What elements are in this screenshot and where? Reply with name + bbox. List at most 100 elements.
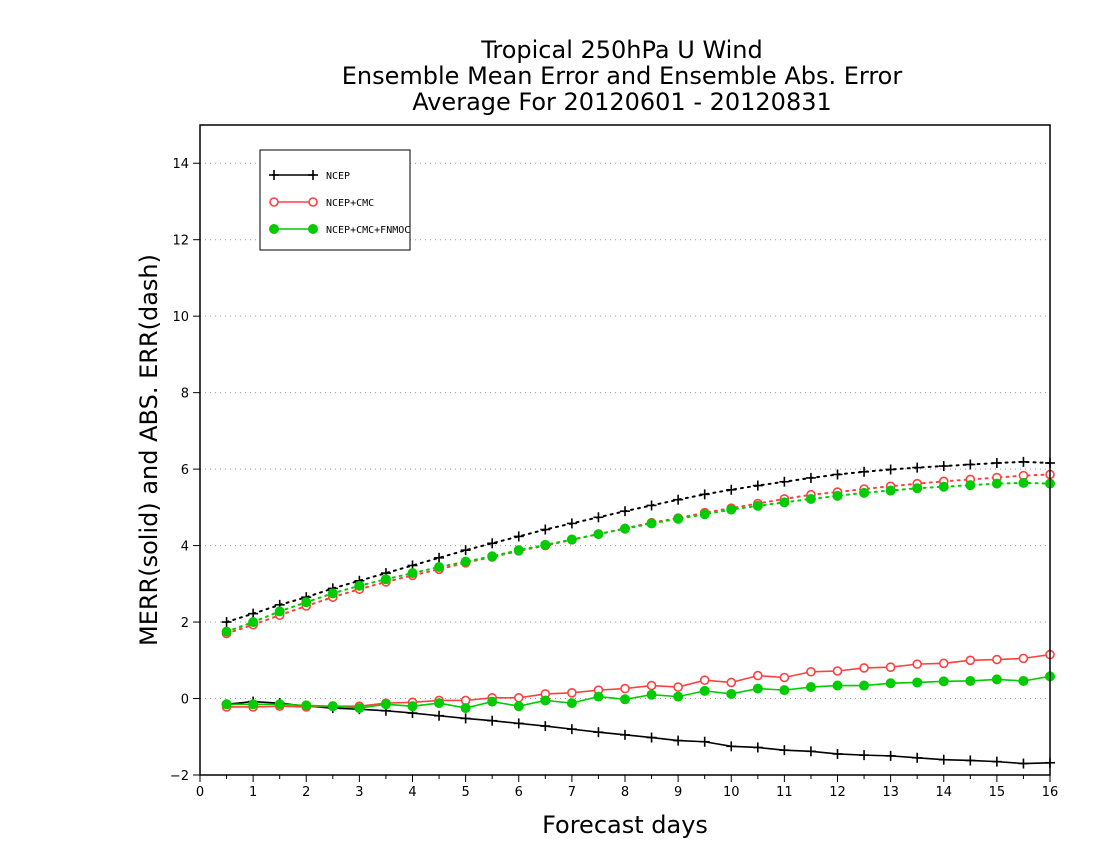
legend-label: NCEP <box>326 171 350 182</box>
abs-error-point <box>248 617 259 628</box>
abs-error-point <box>248 608 259 619</box>
abs-error-point <box>221 617 232 628</box>
mean-error-point <box>274 699 285 710</box>
abs-error-line <box>225 481 1051 633</box>
y-tick-label: 2 <box>181 616 189 631</box>
mean-error-line <box>226 700 1051 765</box>
mean-error-point <box>354 703 365 714</box>
abs-error-point <box>805 472 816 483</box>
mean-error-point <box>885 750 896 761</box>
mean-error-point <box>540 695 551 706</box>
mean-error-point <box>566 724 577 735</box>
x-tick-label: 3 <box>355 785 363 800</box>
abs-error-point <box>991 458 1002 468</box>
abs-error-point <box>832 469 843 480</box>
mean-error-point <box>726 688 737 699</box>
legend-marker <box>269 197 279 207</box>
abs-error-point <box>513 545 524 556</box>
abs-error-point <box>885 485 896 496</box>
abs-error-point <box>965 480 976 491</box>
mean-error-point <box>779 745 790 756</box>
abs-error-point <box>646 500 657 511</box>
abs-error-point <box>540 539 551 550</box>
legend-item: NCEP+CMC+FNMOC <box>269 224 410 236</box>
abs-error-point <box>752 480 763 491</box>
abs-error-point <box>593 529 604 540</box>
mean-error-point <box>673 735 684 746</box>
mean-error-point <box>912 677 923 688</box>
abs-error-point <box>487 538 498 549</box>
y-tick-label: 0 <box>181 693 189 708</box>
mean-error-point <box>991 674 1002 685</box>
abs-error-point <box>1018 456 1029 467</box>
abs-error-point <box>354 580 365 591</box>
mean-error-point <box>965 675 976 686</box>
abs-error-point <box>540 524 551 535</box>
legend-marker <box>269 224 279 234</box>
mean-error-point <box>1018 675 1029 686</box>
mean-error-point <box>673 691 684 702</box>
legend-box <box>259 149 411 251</box>
legend-marker <box>308 224 318 234</box>
x-tick-label: 7 <box>568 785 576 800</box>
mean-error-point <box>726 741 737 752</box>
mean-error-point <box>965 655 976 666</box>
x-tick-label: 14 <box>935 785 952 800</box>
y-tick-label: −2 <box>170 769 189 784</box>
abs-error-point <box>460 545 471 556</box>
abs-error-line <box>225 473 1051 635</box>
mean-error-point <box>407 701 418 712</box>
mean-error-point <box>487 696 498 707</box>
y-tick-label: 6 <box>181 463 189 478</box>
abs-error-point <box>726 504 737 515</box>
mean-error-point <box>620 683 630 694</box>
title-line-2: Ensemble Mean Error and Ensemble Abs. Er… <box>342 62 903 90</box>
mean-error-point <box>832 666 843 676</box>
mean-error-point <box>779 672 790 683</box>
x-tick-label: 4 <box>408 785 416 800</box>
series-layer <box>221 456 1055 769</box>
x-tick-label: 12 <box>829 785 846 800</box>
mean-error-point <box>806 666 816 677</box>
mean-error-point <box>752 683 763 694</box>
mean-error-point <box>513 718 524 729</box>
abs-error-point <box>885 464 896 475</box>
abs-error-point <box>938 481 949 492</box>
abs-error-point <box>673 494 684 505</box>
x-tick-label: 8 <box>621 785 629 800</box>
mean-error-point <box>620 694 630 705</box>
mean-error-point <box>726 677 737 688</box>
abs-error-point <box>274 606 285 617</box>
mean-error-point <box>699 675 710 685</box>
mean-error-point <box>646 689 657 700</box>
y-tick-label: 12 <box>172 234 189 249</box>
mean-error-point <box>513 692 524 703</box>
abs-error-point <box>965 459 976 470</box>
mean-error-point <box>380 699 391 710</box>
legend-item: NCEP <box>269 170 350 182</box>
abs-error-point <box>805 493 816 504</box>
x-tick-label: 9 <box>674 785 682 800</box>
x-tick-label: 13 <box>882 785 899 800</box>
abs-error-line <box>225 460 1051 624</box>
legend-label: NCEP+CMC+FNMOC <box>326 225 410 236</box>
mean-error-point <box>487 715 498 726</box>
series-1 <box>221 469 1055 712</box>
mean-error-point <box>566 698 577 709</box>
mean-error-point <box>938 658 949 669</box>
abs-error-point <box>620 506 630 517</box>
mean-error-point <box>965 755 976 766</box>
abs-error-point <box>380 574 391 585</box>
abs-error-point <box>938 461 949 472</box>
x-tick-label: 5 <box>461 785 469 800</box>
abs-error-point <box>434 552 445 563</box>
abs-error-point <box>859 487 870 498</box>
abs-error-point <box>566 518 577 529</box>
mean-error-point <box>673 682 683 692</box>
mean-error-point <box>885 662 896 672</box>
mean-error-point <box>646 680 657 691</box>
abs-error-point <box>699 489 710 500</box>
mean-error-point <box>938 676 949 687</box>
